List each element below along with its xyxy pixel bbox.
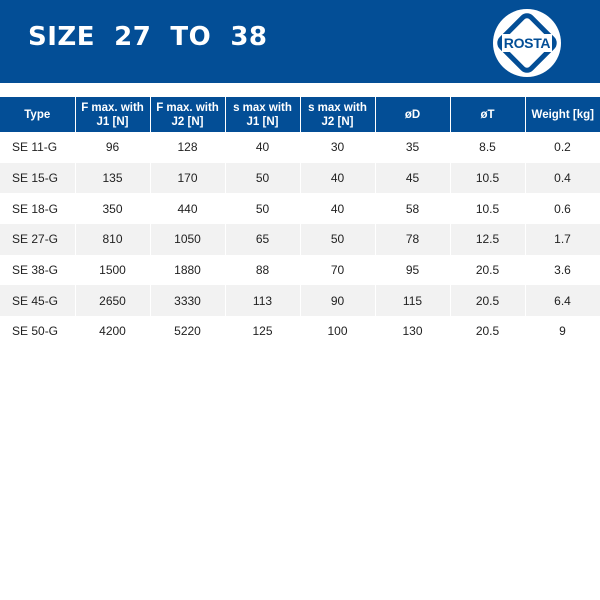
page-title: SIZE 27 TO 38 xyxy=(28,22,268,52)
cell-type: SE 18-G xyxy=(0,193,76,225)
column-header-smax-j2: s max with J2 [N] xyxy=(300,97,376,132)
cell-type: SE 15-G xyxy=(0,162,76,194)
cell-smax-j2: 90 xyxy=(300,285,376,317)
cell-weight: 9 xyxy=(525,316,600,347)
cell-type: SE 45-G xyxy=(0,285,76,317)
cell-fmax-j1: 135 xyxy=(75,162,151,194)
cell-smax-j1: 50 xyxy=(225,162,301,194)
column-header-fmax-j1: F max. with J1 [N] xyxy=(75,97,151,132)
cell-diameter-d: 45 xyxy=(375,162,451,194)
cell-weight: 0.2 xyxy=(525,132,600,163)
cell-weight: 1.7 xyxy=(525,224,600,255)
column-header-smax-j1: s max with J1 [N] xyxy=(225,97,301,132)
logo-text: ROSTA xyxy=(503,35,551,51)
table-row: SE 27-G 810 1050 65 50 78 12.5 1.7 xyxy=(0,224,600,255)
logo-emblem-icon xyxy=(493,9,561,77)
cell-fmax-j2: 5220 xyxy=(150,316,226,347)
cell-fmax-j2: 3330 xyxy=(150,285,226,317)
cell-diameter-t: 8.5 xyxy=(450,132,526,163)
cell-weight: 0.6 xyxy=(525,193,600,225)
cell-diameter-t: 20.5 xyxy=(450,316,526,347)
cell-diameter-t: 12.5 xyxy=(450,224,526,255)
cell-smax-j2: 50 xyxy=(300,224,376,255)
cell-weight: 3.6 xyxy=(525,254,600,286)
cell-smax-j1: 88 xyxy=(225,254,301,286)
cell-smax-j1: 65 xyxy=(225,224,301,255)
cell-fmax-j2: 128 xyxy=(150,132,226,163)
cell-diameter-t: 10.5 xyxy=(450,162,526,194)
cell-smax-j1: 113 xyxy=(225,285,301,317)
cell-fmax-j1: 1500 xyxy=(75,254,151,286)
column-header-fmax-j2: F max. with J2 [N] xyxy=(150,97,226,132)
cell-fmax-j2: 440 xyxy=(150,193,226,225)
specification-table: Type F max. with J1 [N] F max. with J2 [… xyxy=(0,97,600,347)
cell-fmax-j2: 170 xyxy=(150,162,226,194)
table-row: SE 38-G 1500 1880 88 70 95 20.5 3.6 xyxy=(0,254,600,286)
cell-diameter-d: 95 xyxy=(375,254,451,286)
cell-smax-j2: 30 xyxy=(300,132,376,163)
cell-diameter-d: 130 xyxy=(375,316,451,347)
cell-diameter-d: 115 xyxy=(375,285,451,317)
cell-smax-j1: 40 xyxy=(225,132,301,163)
cell-weight: 0.4 xyxy=(525,162,600,194)
cell-diameter-d: 78 xyxy=(375,224,451,255)
table-row: SE 45-G 2650 3330 113 90 115 20.5 6.4 xyxy=(0,285,600,317)
cell-weight: 6.4 xyxy=(525,285,600,317)
cell-fmax-j1: 96 xyxy=(75,132,151,163)
cell-diameter-d: 58 xyxy=(375,193,451,225)
column-header-diameter-t: øT xyxy=(450,97,526,132)
cell-type: SE 27-G xyxy=(0,224,76,255)
table-row: SE 18-G 350 440 50 40 58 10.5 0.6 xyxy=(0,193,600,225)
table-row: SE 15-G 135 170 50 40 45 10.5 0.4 xyxy=(0,162,600,194)
header-banner: SIZE 27 TO 38 ROSTA xyxy=(0,0,600,83)
cell-smax-j2: 40 xyxy=(300,193,376,225)
cell-type: SE 38-G xyxy=(0,254,76,286)
cell-smax-j1: 50 xyxy=(225,193,301,225)
column-header-diameter-d: øD xyxy=(375,97,451,132)
cell-fmax-j1: 4200 xyxy=(75,316,151,347)
cell-diameter-d: 35 xyxy=(375,132,451,163)
cell-smax-j1: 125 xyxy=(225,316,301,347)
table-row: SE 50-G 4200 5220 125 100 130 20.5 9 xyxy=(0,316,600,347)
rosta-logo: ROSTA xyxy=(490,8,564,78)
cell-diameter-t: 20.5 xyxy=(450,285,526,317)
cell-fmax-j1: 350 xyxy=(75,193,151,225)
cell-type: SE 11-G xyxy=(0,132,76,163)
table-row: SE 11-G 96 128 40 30 35 8.5 0.2 xyxy=(0,132,600,163)
cell-fmax-j1: 810 xyxy=(75,224,151,255)
table-header-row: Type F max. with J1 [N] F max. with J2 [… xyxy=(0,97,600,132)
cell-smax-j2: 70 xyxy=(300,254,376,286)
cell-fmax-j1: 2650 xyxy=(75,285,151,317)
cell-smax-j2: 40 xyxy=(300,162,376,194)
cell-type: SE 50-G xyxy=(0,316,76,347)
cell-diameter-t: 10.5 xyxy=(450,193,526,225)
column-header-weight: Weight [kg] xyxy=(525,97,600,132)
cell-fmax-j2: 1050 xyxy=(150,224,226,255)
cell-smax-j2: 100 xyxy=(300,316,376,347)
cell-fmax-j2: 1880 xyxy=(150,254,226,286)
column-header-type: Type xyxy=(0,97,76,132)
cell-diameter-t: 20.5 xyxy=(450,254,526,286)
